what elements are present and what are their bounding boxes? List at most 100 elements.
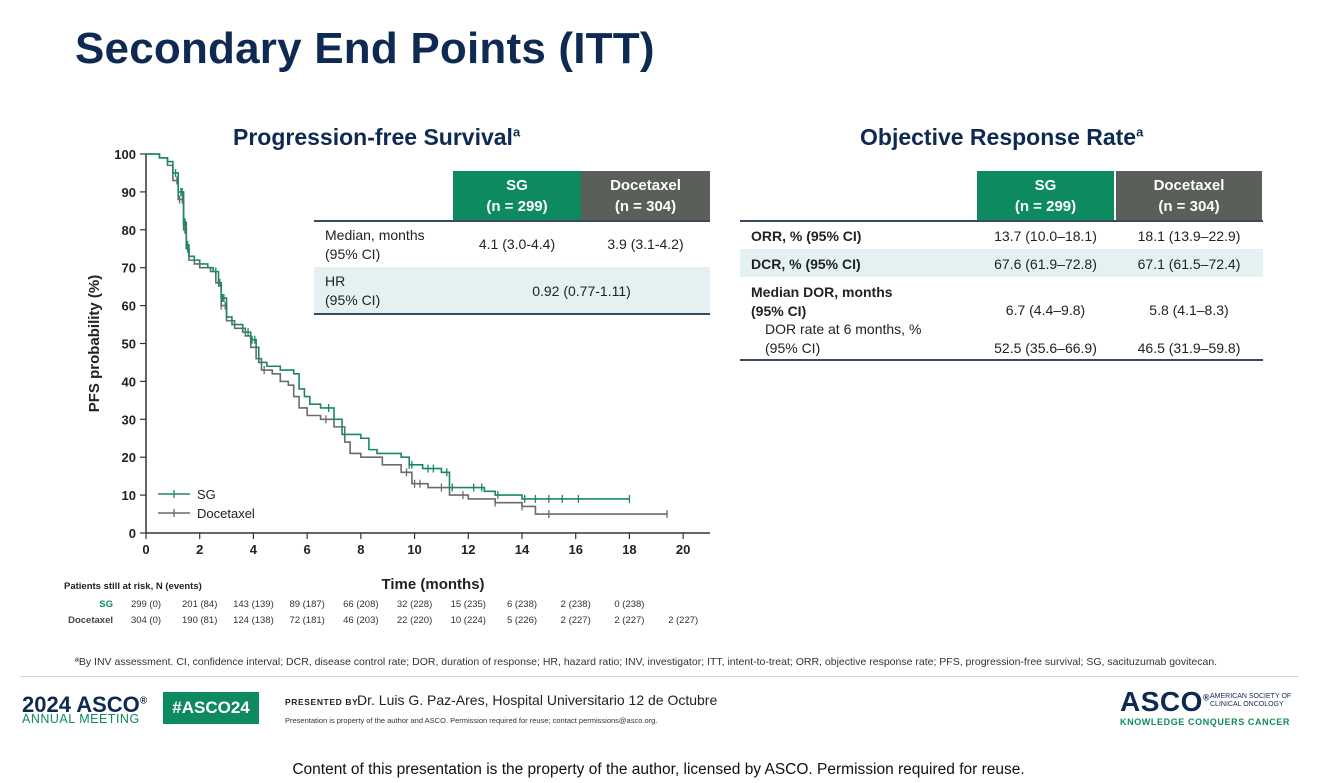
risk-cell-sg: 15 (235): [450, 599, 486, 610]
risk-cell-sg: 2 (238): [560, 599, 591, 610]
risk-cell-sg: 299 (0): [130, 599, 162, 610]
x-tick-label: 12: [461, 542, 475, 557]
x-tick-label: 16: [568, 542, 582, 557]
x-tick-label: 14: [515, 542, 530, 557]
risk-cell-sg: 6 (238): [506, 599, 538, 610]
asco-tagline: KNOWLEDGE CONQUERS CANCER: [1120, 717, 1291, 727]
pfs-row-median-docetaxel: 3.9 (3.1-4.2): [607, 236, 684, 252]
risk-cell-docetaxel: 304 (0): [130, 615, 162, 626]
orr-row-dor-docetaxel: 5.8 (4.1–8.3): [1149, 302, 1229, 318]
orr-row-orr-docetaxel: 18.1 (13.9–22.9): [1137, 228, 1241, 244]
orr-header-doc-line2: (n = 304): [1158, 198, 1220, 215]
orr-row-dor6-label-2: (95% CI): [765, 340, 821, 356]
orr-table-rule-top: [740, 220, 1263, 222]
y-tick-label: 100: [114, 147, 136, 162]
asco-logo: ASCO®: [1120, 686, 1210, 718]
hashtag-badge: #ASCO24: [163, 692, 259, 724]
x-tick-label: 4: [250, 542, 258, 557]
y-axis-label: PFS probability (%): [86, 275, 103, 413]
orr-row-dcr-band: [740, 249, 1263, 277]
orr-row-dor6-label: DOR rate at 6 months, % (95% CI): [765, 320, 921, 358]
y-tick-label: 70: [122, 261, 136, 276]
risk-cell-sg: 32 (228): [396, 599, 433, 610]
orr-row-dcr-sg: 67.6 (61.9–72.8): [994, 256, 1097, 272]
asco-logo-text: ASCO: [1120, 686, 1203, 717]
orr-row-dor-label: Median DOR, months (95% CI): [751, 283, 893, 321]
orr-row-dor-label-1: Median DOR, months: [751, 284, 893, 300]
risk-cell-docetaxel: 190 (81): [182, 615, 218, 626]
orr-row-dor6-sg: 52.5 (35.6–66.9): [994, 340, 1097, 356]
asco-annual-meeting-logo: 2024 ASCO®: [22, 692, 147, 718]
pfs-chart: 0 10 20 30 40 50 60 70 80 90 100 0 2 4 6 8 10 12 14 16 18 20 T…: [86, 147, 710, 593]
pfs-row-median-label-2: (95% CI): [325, 246, 381, 262]
risk-cell-docetaxel: 72 (181): [289, 615, 325, 626]
series-line-sg: [146, 153, 630, 500]
y-tick-label: 40: [122, 374, 136, 389]
orr-row-dor-label-2: (95% CI): [751, 303, 807, 319]
property-note: Presentation is property of the author a…: [285, 716, 658, 725]
risk-cell-sg: 0 (238): [614, 599, 645, 610]
pfs-row-median-label-1: Median, months: [325, 227, 425, 243]
pfs-header-docetaxel: Docetaxel (n = 304): [581, 171, 710, 221]
pfs-header-sg-line2: (n = 299): [486, 198, 548, 215]
orr-row-orr-sg: 13.7 (10.0–18.1): [994, 228, 1097, 244]
orr-header-doc-line1: Docetaxel: [1153, 177, 1225, 194]
y-tick-label: 10: [122, 488, 136, 503]
x-tick-label: 2: [196, 542, 203, 557]
risk-cell-docetaxel: 10 (224): [450, 615, 486, 626]
pfs-title-sup: a: [512, 124, 521, 140]
x-axis-label: Time (months): [381, 576, 484, 593]
orr-title-text: Objective Response Rate: [860, 124, 1137, 150]
risk-cell-docetaxel: 124 (138): [233, 615, 274, 626]
pfs-header-doc-line2: (n = 304): [614, 198, 677, 215]
risk-cell-sg: 89 (187): [289, 599, 325, 610]
pfs-row-median-label: Median, months (95% CI): [325, 226, 425, 264]
x-tick-label: 8: [357, 542, 364, 557]
presenter-name: Dr. Luis G. Paz-Ares, Hospital Universit…: [357, 692, 718, 708]
legend-label-docetaxel: Docetaxel: [197, 506, 255, 521]
risk-cell-sg: 66 (208): [343, 599, 379, 610]
y-tick-label: 50: [122, 337, 136, 352]
orr-row-dcr-label: DCR, % (95% CI): [751, 256, 861, 272]
orr-header-sg: SG (n = 299): [977, 171, 1114, 221]
asco-year-text: 2024 ASCO: [22, 692, 140, 717]
risk-cell-docetaxel: 22 (220): [396, 615, 433, 626]
risk-cell-docetaxel: 2 (227): [560, 615, 591, 626]
orr-row-dor6-label-1: DOR rate at 6 months, %: [765, 321, 922, 337]
y-tick-label: 0: [129, 526, 136, 541]
risk-cell-docetaxel: 2 (227): [614, 615, 645, 626]
x-tick-label: 18: [622, 542, 636, 557]
risk-cell-docetaxel: 2 (227): [668, 615, 699, 626]
pfs-row-hr-label: HR (95% CI): [325, 272, 380, 310]
y-tick-label: 60: [122, 299, 136, 314]
x-tick-label: 10: [407, 542, 421, 557]
bottom-copyright-note: Content of this presentation is the prop…: [292, 761, 1025, 778]
orr-header-docetaxel: Docetaxel (n = 304): [1116, 171, 1262, 221]
asco-reg-mark: ®: [139, 695, 148, 707]
pfs-header-sg-line1: SG: [506, 177, 528, 194]
orr-row-dor-sg: 6.7 (4.4–9.8): [1005, 302, 1086, 318]
risk-row-label-docetaxel: Docetaxel: [68, 615, 113, 626]
risk-cell-sg: 143 (139): [233, 599, 274, 610]
orr-row-orr-label: ORR, % (95% CI): [751, 228, 862, 244]
y-tick-label: 80: [122, 223, 136, 238]
orr-header-sg-line1: SG: [1034, 177, 1057, 194]
orr-header-sg-line2: (n = 299): [1014, 198, 1077, 215]
orr-row-dor6-docetaxel: 46.5 (31.9–59.8): [1137, 340, 1241, 356]
asco-society-name: AMERICAN SOCIETY OF CLINICAL ONCOLOGY: [1210, 693, 1292, 708]
presented-by-label: PRESENTED BY:: [285, 697, 362, 707]
pfs-title-text: Progression-free Survival: [233, 124, 513, 150]
pfs-row-hr-band: [314, 267, 710, 314]
legend-label-sg: SG: [197, 487, 216, 502]
y-tick-label: 90: [122, 185, 136, 200]
pfs-title: Progression-free Survivala: [233, 124, 520, 151]
orr-table-rule-bottom: [740, 359, 1263, 361]
annual-meeting-text: ANNUAL MEETING: [22, 712, 140, 726]
orr-row-dcr-docetaxel: 67.1 (61.5–72.4): [1137, 256, 1241, 272]
risk-cell-sg: 201 (84): [182, 599, 218, 610]
footer-divider: [20, 676, 1298, 677]
x-tick-label: 20: [676, 542, 690, 557]
risk-cell-docetaxel: 5 (226): [506, 615, 538, 626]
pfs-row-hr-label-1: HR: [325, 273, 346, 289]
x-tick-label: 0: [142, 542, 149, 557]
